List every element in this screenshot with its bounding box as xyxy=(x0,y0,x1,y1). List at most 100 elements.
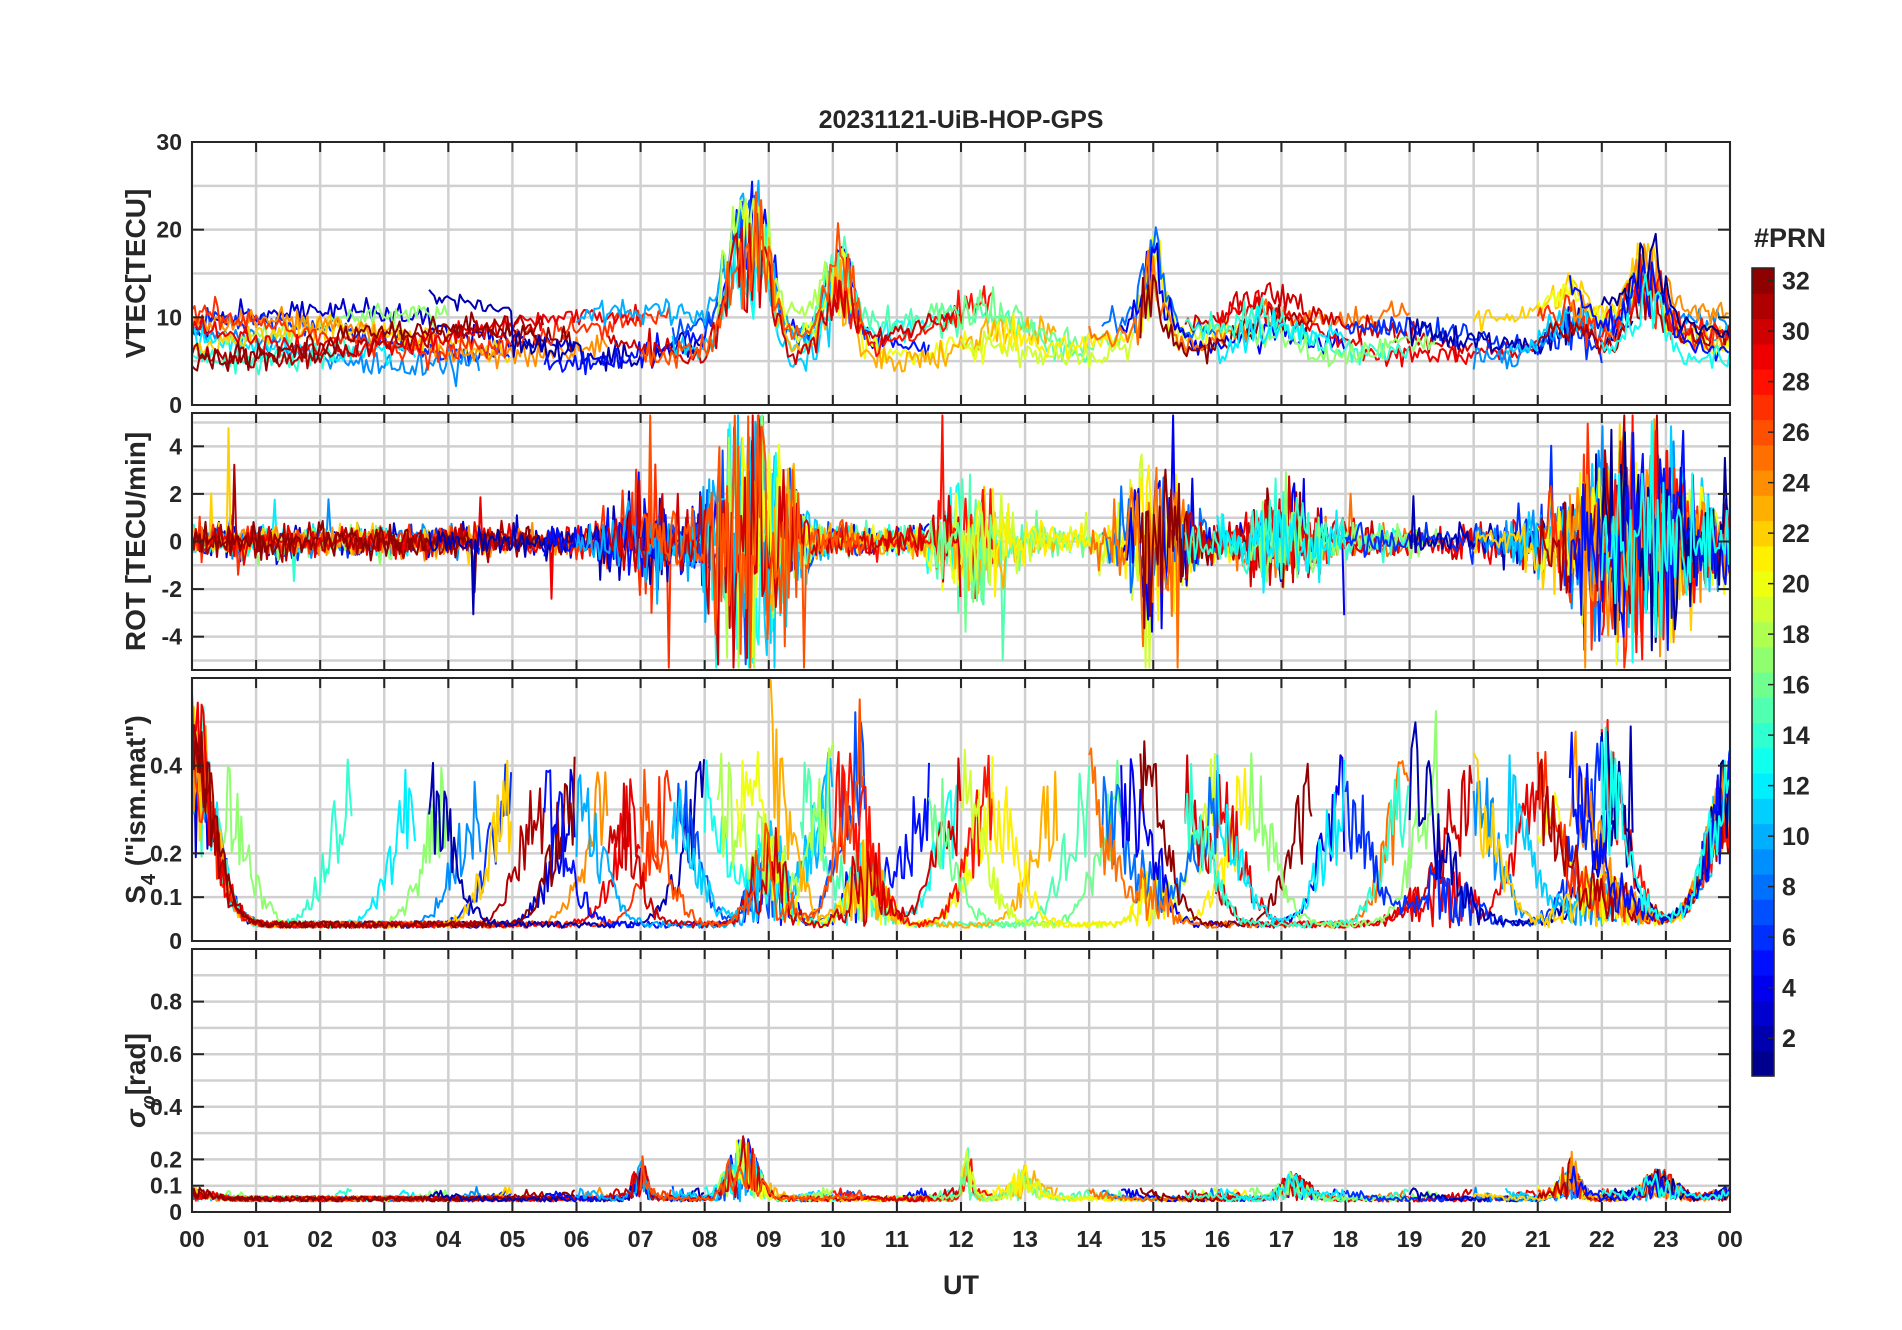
colorbar-swatch xyxy=(1752,419,1774,446)
colorbar-swatch xyxy=(1752,773,1774,799)
colorbar-swatch xyxy=(1752,343,1774,370)
y-tick-label: 0 xyxy=(169,928,182,954)
colorbar-swatch xyxy=(1752,924,1774,951)
x-ticks xyxy=(191,413,1731,670)
x-tick-label: 01 xyxy=(243,1226,269,1252)
trace-prn-30 xyxy=(1184,282,1474,363)
x-tick-label: 08 xyxy=(692,1226,718,1252)
y-axis-label-sub: φ xyxy=(138,1095,160,1109)
trace-prn-29 xyxy=(1216,289,1539,368)
trace-prn-1 xyxy=(1600,232,1730,339)
trace-prn-24 xyxy=(1568,418,1730,669)
trace-prn-2 xyxy=(428,759,705,929)
colorbar-swatch xyxy=(1752,747,1774,774)
trace-prn-30 xyxy=(607,212,961,368)
x-tick-label: 15 xyxy=(1140,1226,1166,1252)
colorbar-swatch xyxy=(1752,949,1774,976)
x-ticks xyxy=(191,678,1731,941)
panel-s4: 00.10.20.4S4 ("ism.mat") xyxy=(120,677,1732,954)
chart-title: 20231121-UiB-HOP-GPS xyxy=(819,106,1104,134)
colorbar-swatch xyxy=(1752,621,1774,648)
y-ticks: 0 10 20 30 xyxy=(156,129,1730,418)
y-tick-label: 0.2 xyxy=(150,1146,182,1172)
colorbar-swatch xyxy=(1752,545,1774,572)
x-ticks xyxy=(191,949,1731,1212)
x-tick-label: 00 xyxy=(1717,1226,1743,1252)
trace-prn-27 xyxy=(192,295,673,371)
colorbar-tick-label: 12 xyxy=(1782,773,1810,801)
trace-prn-32 xyxy=(192,520,576,594)
trace-prn-5 xyxy=(1568,261,1730,362)
x-tick-label: 21 xyxy=(1525,1226,1551,1252)
x-tick-label: 13 xyxy=(1012,1226,1038,1252)
x-tick-label: 06 xyxy=(564,1226,590,1252)
traces xyxy=(192,679,1730,929)
traces xyxy=(192,179,1730,388)
trace-prn-13 xyxy=(1600,726,1730,924)
x-tick-label: 05 xyxy=(500,1226,526,1252)
y-tick-label: 0.2 xyxy=(150,840,182,866)
trace-prn-8 xyxy=(1101,226,1219,340)
y-tick-label: -4 xyxy=(162,624,183,650)
y-tick-label: 10 xyxy=(156,304,182,330)
colorbar-swatch xyxy=(1752,520,1774,547)
x-tick-label: 10 xyxy=(820,1226,846,1252)
colorbar-tick-label: 30 xyxy=(1782,318,1810,346)
x-tick-label: 19 xyxy=(1397,1226,1423,1252)
colorbar-tick-label: 2 xyxy=(1782,1025,1796,1053)
colorbar-tick-label: 26 xyxy=(1782,419,1810,447)
colorbar-swatch xyxy=(1752,318,1774,345)
colorbar-tick-label: 22 xyxy=(1782,520,1810,548)
colorbar-swatch xyxy=(1752,1025,1774,1052)
y-tick-label: 0.4 xyxy=(150,1094,182,1120)
y-ticks: -4 -2 0 2 4 xyxy=(162,433,1730,650)
y-tick-label: 0.8 xyxy=(150,989,182,1015)
colorbar-swatches xyxy=(1752,268,1774,1077)
trace-prn-17 xyxy=(1248,710,1441,929)
x-tick-label: 07 xyxy=(628,1226,654,1252)
trace-prn-12 xyxy=(1216,305,1347,365)
trace-prn-5 xyxy=(1568,731,1730,925)
y-axis-label-rest: ("ism.mat") xyxy=(120,715,151,874)
trace-prn-13 xyxy=(1600,1172,1730,1201)
colorbar-swatch xyxy=(1752,369,1774,395)
x-axis-label: UT xyxy=(943,1270,979,1300)
colorbar-swatch xyxy=(1752,722,1774,749)
colorbar-swatch xyxy=(1752,268,1774,294)
colorbar-swatch xyxy=(1752,646,1774,673)
x-tick-label: 17 xyxy=(1269,1226,1295,1252)
y-tick-label: 2 xyxy=(169,481,182,507)
colorbar-swatch xyxy=(1752,495,1774,522)
x-tick-label: 12 xyxy=(948,1226,974,1252)
y-tick-label: 30 xyxy=(156,129,182,155)
trace-prn-26 xyxy=(639,414,865,669)
colorbar-swatch xyxy=(1752,444,1774,471)
colorbar-swatch xyxy=(1752,975,1774,1001)
trace-prn-13 xyxy=(1600,420,1730,664)
trace-prn-28 xyxy=(831,751,994,928)
y-tick-label: 0.6 xyxy=(150,1041,182,1067)
trace-prn-13 xyxy=(1600,273,1730,369)
colorbar-swatch xyxy=(1752,293,1774,320)
y-tick-label: 0 xyxy=(169,1199,182,1225)
trace-prn-32 xyxy=(1139,274,1313,365)
trace-prn-17 xyxy=(1248,323,1443,368)
traces xyxy=(192,414,1730,669)
x-tick-label: 09 xyxy=(756,1226,782,1252)
trace-prn-24 xyxy=(192,305,609,370)
y-axis-label-s4: S4 ("ism.mat") xyxy=(120,715,160,904)
trace-prn-21 xyxy=(992,767,1250,929)
colorbar-swatch xyxy=(1752,571,1774,597)
x-tick-labels: 00 01 02 03 04 05 06 07 08 09 10 11 12 13 14 15 16 17 18 19… xyxy=(179,1226,1743,1252)
y-axis-label-sigphi: σφ[rad] xyxy=(120,1033,160,1128)
y-ticks: 0 0.1 0.2 0.4 xyxy=(150,753,1730,954)
trace-prn-18 xyxy=(716,197,834,319)
y-tick-label: 0.4 xyxy=(150,753,182,779)
trace-prn-16 xyxy=(928,286,1123,355)
y-tick-label: 20 xyxy=(156,217,182,243)
colorbar-tick-label: 28 xyxy=(1782,369,1810,397)
trace-prn-5 xyxy=(1568,1165,1730,1203)
